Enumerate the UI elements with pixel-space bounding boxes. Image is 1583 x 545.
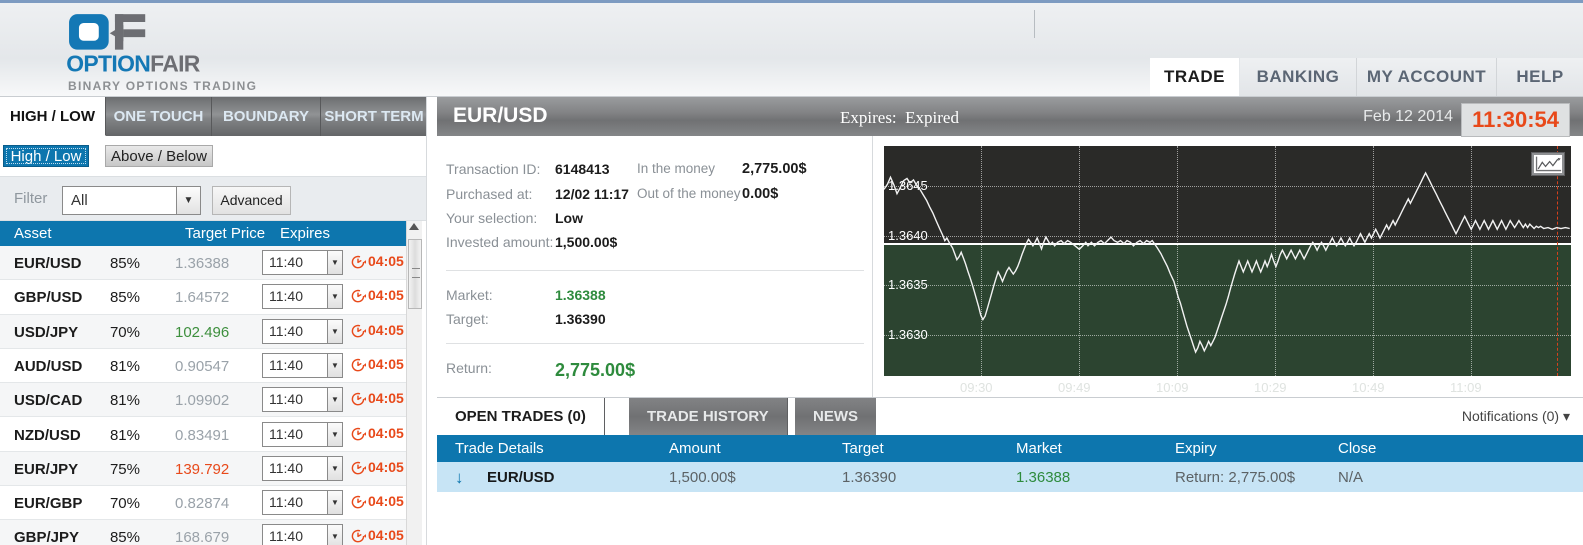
- svg-text:OPTIONFAIR: OPTIONFAIR: [66, 51, 201, 76]
